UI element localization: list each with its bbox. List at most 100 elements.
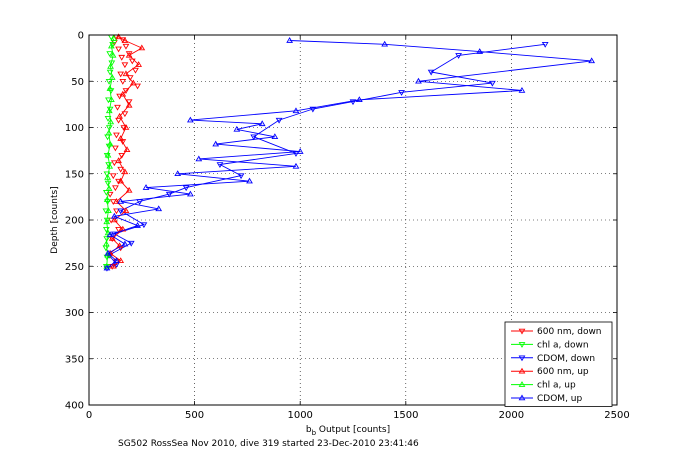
series-line [105, 38, 115, 267]
data-point [250, 134, 258, 141]
data-point [182, 185, 190, 192]
data-point [296, 148, 304, 154]
data-point [121, 111, 129, 118]
data-point [125, 51, 133, 57]
legend-marker [518, 355, 526, 362]
data-point [115, 46, 122, 53]
legend-label: CDOM, down [537, 354, 595, 364]
data-point [103, 196, 111, 202]
data-point [106, 162, 114, 169]
data-point [155, 205, 163, 212]
legend-label: CDOM, up [537, 394, 582, 404]
legend-item: CDOM, up [511, 394, 582, 404]
y-tick-label: 100 [65, 123, 84, 134]
legend: 600 nm, down chl a, down CDOM, down 600 nm,… [504, 321, 613, 407]
data-point [122, 207, 130, 214]
legend-marker [518, 328, 526, 335]
data-point [110, 35, 118, 41]
data-point [134, 222, 141, 228]
data-point [455, 53, 462, 59]
data-point [102, 208, 110, 215]
data-point [117, 166, 125, 173]
data-point [134, 83, 141, 90]
data-point [271, 133, 279, 140]
data-point [116, 242, 124, 249]
data-point [105, 207, 112, 214]
data-point [216, 162, 224, 168]
data-point [117, 177, 125, 184]
data-point [165, 191, 173, 198]
data-point [127, 240, 135, 247]
axis-ticks: 0 500 1000 1500 2000 2500 0 50 100 150 200 250 300 35… [65, 31, 630, 422]
data-point [588, 57, 596, 64]
x-tick-label: 0 [86, 410, 92, 421]
data-point [108, 42, 115, 49]
data-point [113, 198, 120, 204]
data-point [275, 117, 283, 124]
data-point [116, 112, 124, 119]
data-point [102, 240, 110, 247]
data-point [122, 124, 130, 130]
data-point [117, 135, 125, 141]
data-point [103, 218, 111, 225]
legend-marker [518, 381, 526, 387]
data-point [104, 249, 112, 256]
data-point [113, 257, 120, 263]
data-point [106, 231, 114, 238]
data-point [258, 120, 266, 127]
data-point [398, 90, 405, 96]
data-point [109, 51, 117, 58]
data-point [122, 43, 130, 50]
data-point [106, 85, 114, 91]
data-point [119, 90, 127, 97]
data-point [104, 115, 112, 122]
data-point [186, 116, 194, 123]
data-point [104, 151, 112, 158]
data-point [117, 208, 125, 215]
data-point [120, 125, 128, 131]
data-point [186, 190, 194, 197]
plot-data [102, 33, 596, 272]
data-point [108, 96, 115, 103]
legend-item: CDOM, down [511, 354, 595, 364]
data-point [112, 145, 119, 152]
data-point [110, 212, 118, 219]
data-point [106, 140, 114, 147]
y-axis-label: Depth [counts] [50, 186, 60, 253]
legend-box [504, 321, 613, 407]
data-point [113, 208, 120, 215]
x-tick-label: 2500 [604, 410, 629, 421]
data-point [132, 67, 139, 74]
data-point [104, 229, 112, 236]
y-tick-label: 0 [78, 31, 84, 42]
x-tick-label: 1500 [393, 410, 418, 421]
legend-label: 600 nm, down [537, 327, 602, 337]
data-point [117, 257, 125, 263]
legend-marker [518, 367, 526, 374]
data-point [121, 62, 129, 69]
data-point [119, 78, 127, 85]
data-point [108, 235, 116, 241]
y-tick-label: 150 [65, 169, 84, 180]
data-point [122, 88, 130, 94]
legend-label: 600 nm, up [537, 367, 589, 377]
legend-marker [518, 394, 526, 401]
series-cdom-up [103, 37, 596, 271]
data-point [115, 33, 122, 40]
data-point [246, 177, 253, 184]
data-point [104, 173, 111, 180]
data-point [103, 264, 111, 271]
data-point [142, 184, 150, 190]
data-point [105, 185, 113, 191]
data-point [489, 80, 496, 87]
data-point [117, 71, 125, 78]
data-point [107, 118, 115, 125]
y-tick-label: 300 [65, 308, 84, 319]
data-point [125, 99, 133, 106]
data-point [105, 107, 113, 114]
data-point [114, 104, 121, 111]
data-point [113, 132, 120, 139]
data-point [105, 78, 113, 85]
data-point [135, 61, 143, 67]
data-point [106, 51, 114, 57]
